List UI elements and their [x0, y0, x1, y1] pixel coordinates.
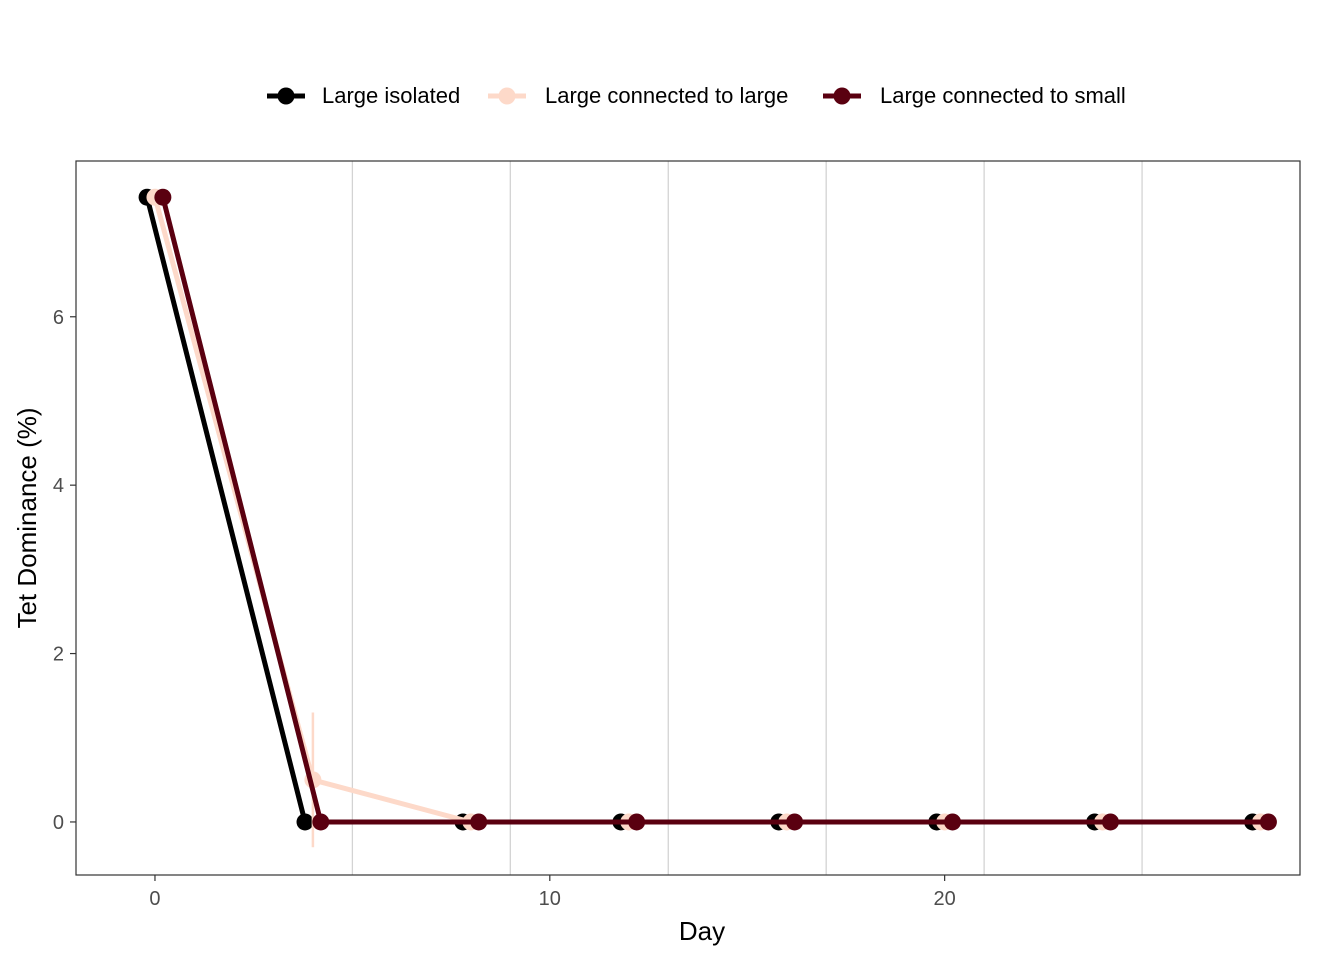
y-tick-label: 6: [53, 307, 64, 329]
data-point: [470, 813, 488, 831]
legend: Large isolated Large connected to large La…: [267, 83, 1126, 108]
data-point: [1259, 813, 1277, 831]
series-large-connected-to-small: [154, 188, 1277, 831]
series-line: [160, 196, 1269, 825]
gridlines: [351, 161, 1143, 875]
series-line: [152, 196, 1261, 825]
y-axis-label: Tet Dominance (%): [12, 407, 42, 628]
legend-key-point: [833, 87, 851, 105]
data-point: [944, 813, 962, 831]
y-tick-label: 2: [53, 644, 64, 666]
data-point: [786, 813, 804, 831]
legend-key-point: [277, 87, 295, 105]
legend-item: Large isolated: [267, 83, 460, 108]
y-tick-label: 4: [53, 475, 64, 497]
x-tick-label: 0: [149, 888, 160, 910]
series-layer: [138, 188, 1277, 848]
x-axis-label: Day: [679, 916, 725, 946]
legend-label: Large connected to large: [545, 83, 788, 108]
data-point: [296, 813, 314, 831]
data-point: [312, 813, 330, 831]
legend-key-point: [498, 87, 516, 105]
series-large-connected-to-large: [146, 188, 1270, 848]
y-tick-label: 0: [53, 812, 64, 834]
data-point: [1101, 813, 1119, 831]
axes: 0 10 20 0 2 4 6: [53, 307, 956, 910]
data-point: [154, 188, 172, 206]
x-tick-label: 20: [934, 888, 956, 910]
legend-item: Large connected to small: [823, 83, 1126, 108]
legend-label: Large connected to small: [880, 83, 1126, 108]
x-tick-label: 10: [539, 888, 561, 910]
legend-label: Large isolated: [322, 83, 460, 108]
legend-item: Large connected to large: [488, 83, 788, 108]
series-large-isolated: [138, 188, 1262, 831]
data-point: [628, 813, 646, 831]
plot-panel-border: [75, 160, 1301, 876]
